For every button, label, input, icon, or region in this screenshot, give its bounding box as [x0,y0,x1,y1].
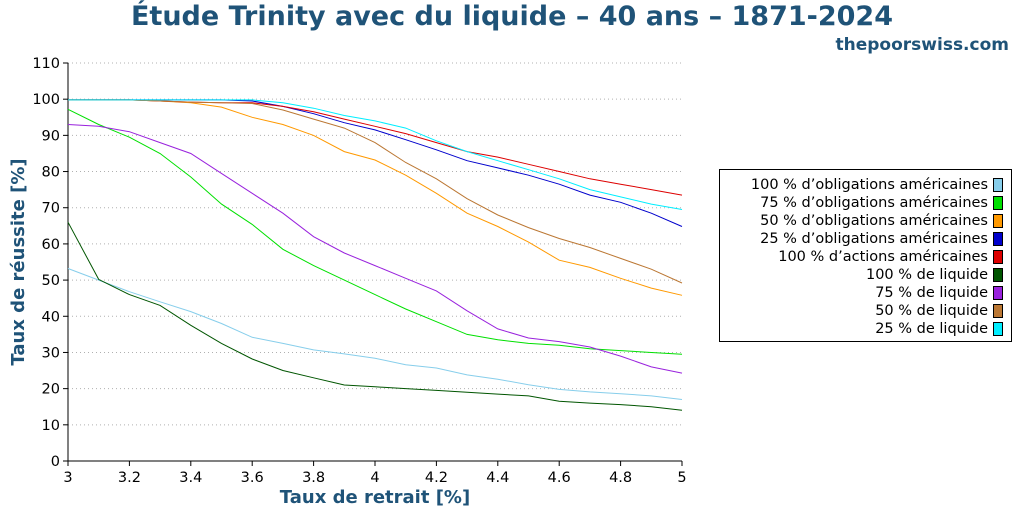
legend-item: 100 % d’actions américaines [778,248,1003,266]
chart-title: Étude Trinity avec du liquide – 40 ans –… [130,1,894,32]
x-tick-label: 3 [63,470,72,486]
x-tick-label: 4.4 [486,470,509,486]
legend-label: 50 % d’obligations américaines [760,213,988,229]
legend-label: 75 % d’obligations américaines [760,195,988,211]
legend-swatch [993,232,1003,246]
x-tick-label: 3.8 [302,470,325,486]
legend-label: 100 % d’actions américaines [778,249,988,265]
legend-swatch [993,196,1003,210]
legend-swatch [993,322,1003,336]
y-tick-label: 70 [42,201,60,217]
x-tick-label: 3.6 [241,470,264,486]
x-tick-label: 4.6 [548,470,571,486]
legend: 100 % d’obligations américaines 75 % d’ob… [719,169,1012,342]
x-tick-label: 4.2 [425,470,448,486]
legend-item: 25 % d’obligations américaines [760,230,1003,248]
y-tick-label: 60 [42,237,60,253]
site-watermark: thepoorswiss.com [835,35,1010,55]
series-line-9 [68,99,683,210]
legend-label: 50 % de liquide [875,303,988,319]
y-tick-label: 10 [42,418,60,434]
series-line-8 [68,99,683,284]
series-line-5 [68,99,683,196]
legend-swatch [993,250,1003,264]
x-tick-label: 5 [677,470,686,486]
legend-label: 25 % d’obligations américaines [760,231,988,247]
y-tick-label: 20 [42,382,60,398]
x-axis-label: Taux de retrait [%] [280,487,470,508]
legend-item: 100 % de liquide [866,266,1003,284]
legend-swatch [993,178,1003,192]
legend-swatch [993,286,1003,300]
legend-label: 75 % de liquide [875,285,988,301]
y-tick-label: 40 [42,309,60,325]
legend-swatch [993,214,1003,228]
y-tick-label: 80 [42,165,60,181]
legend-label: 25 % de liquide [875,321,988,337]
series-line-6 [67,221,683,411]
x-tick-label: 3.2 [118,470,141,486]
series-line-2 [67,108,683,355]
y-tick-label: 100 [32,92,60,108]
x-tick-label: 4.8 [609,470,632,486]
y-axis-label: Taux de réussite [%] [8,158,29,365]
y-tick-label: 110 [32,56,60,72]
legend-swatch [993,268,1003,282]
series-line-7 [67,124,683,374]
y-tick-label: 30 [42,345,60,361]
legend-item: 50 % de liquide [875,302,1003,320]
legend-item: 50 % d’obligations américaines [760,212,1003,230]
x-tick-label: 4 [370,470,379,486]
legend-label: 100 % de liquide [865,267,988,283]
legend-label: 100 % d’obligations américaines [750,177,988,193]
legend-item: 75 % d’obligations américaines [760,194,1003,212]
y-tick-label: 0 [51,454,60,470]
series-line-1 [67,268,683,400]
legend-item: 25 % de liquide [875,320,1003,338]
y-tick-label: 50 [42,273,60,289]
y-tick-label: 90 [42,128,60,144]
legend-swatch [993,304,1003,318]
legend-item: 75 % de liquide [875,284,1003,302]
x-tick-label: 3.4 [179,470,202,486]
legend-item: 100 % d’obligations américaines [751,176,1003,194]
